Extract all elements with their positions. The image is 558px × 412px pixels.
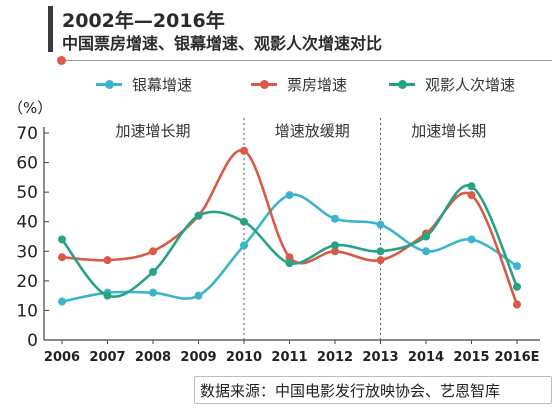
series-line-screens [61,193,518,303]
x-tick-label: 2007 [89,350,125,365]
data-point-screens [467,235,476,244]
data-point-admissions [103,291,112,300]
legend-swatch-screens [96,79,122,89]
legend-label-box-office: 票房增速 [287,75,348,94]
data-point-admissions [467,182,476,191]
data-point-admissions [331,241,339,250]
legend-item-admissions: 观影人次增速 [389,72,515,96]
data-point-screens [513,262,521,271]
x-tick-label: 2006 [44,350,80,365]
y-tick-label: 30 [16,242,38,262]
x-tick-label: 2009 [180,350,216,365]
legend-item-screens: 银幕增速 [96,72,192,96]
data-point-box-office [58,253,66,262]
data-point-box-office [513,300,521,309]
data-point-box-office [149,247,157,256]
chart-subtitle: 中国票房增速、银幕增速、观影人次增速对比 [62,34,383,53]
data-point-box-office [467,191,476,200]
data-point-box-office [103,256,112,265]
phase-label: 增速放缓期 [275,122,350,140]
source-box [194,376,552,404]
y-tick-label: 40 [16,213,38,233]
y-tick-label: 10 [16,301,38,321]
data-point-admissions [240,217,248,226]
x-tick-label: 2011 [271,350,307,365]
data-point-screens [149,288,157,297]
data-point-admissions [149,267,157,276]
series-line-box-office [61,149,519,306]
legend-label-admissions: 观影人次增速 [425,75,516,94]
y-tick-label: 60 [16,154,38,174]
data-point-box-office [376,256,385,265]
data-point-box-office [331,247,339,256]
y-tick-label: 70 [16,124,38,144]
title-accent-bar [48,6,53,52]
x-tick-label: 2015 [453,350,489,365]
phase-label: 加速增长期 [411,122,486,140]
data-point-screens [240,241,248,250]
title-rule-dot [57,56,66,65]
data-point-admissions [513,282,521,291]
data-point-screens [285,191,294,200]
y-tick-label: 0 [27,331,38,351]
x-tick-label: 2008 [135,350,171,365]
data-point-admissions [58,235,66,244]
legend-label-screens: 银幕增速 [132,75,193,94]
phase-label: 加速增长期 [115,122,190,140]
data-point-admissions [376,247,385,256]
data-point-box-office [285,253,294,262]
legend-item-box-office: 票房增速 [251,72,347,96]
data-point-box-office [240,146,248,155]
data-point-screens [194,291,203,300]
series-line-admissions [60,184,519,299]
data-point-screens [376,220,385,229]
legend-swatch-box-office [251,79,277,89]
source-note: 数据来源：中国电影发行放映协会、艺恩智库 [200,382,501,400]
x-tick-label: 2012 [317,350,353,365]
x-tick-label: 2013 [362,350,398,365]
data-point-screens [331,214,339,223]
y-tick-label: 50 [16,183,38,203]
x-tick-label: 2016E [494,350,539,365]
legend-swatch-admissions [389,79,415,89]
data-point-admissions [422,232,430,241]
y-axis-unit: （%） [8,99,53,117]
y-tick-label: 20 [16,272,38,292]
title-rule [62,60,552,61]
x-tick-label: 2014 [408,350,444,365]
chart-title: 2002年—2016年 [62,10,225,32]
data-point-screens [58,297,66,306]
data-point-admissions [194,211,203,220]
data-point-screens [422,247,430,256]
data-point-admissions [285,259,294,268]
x-tick-label: 2010 [226,350,262,365]
